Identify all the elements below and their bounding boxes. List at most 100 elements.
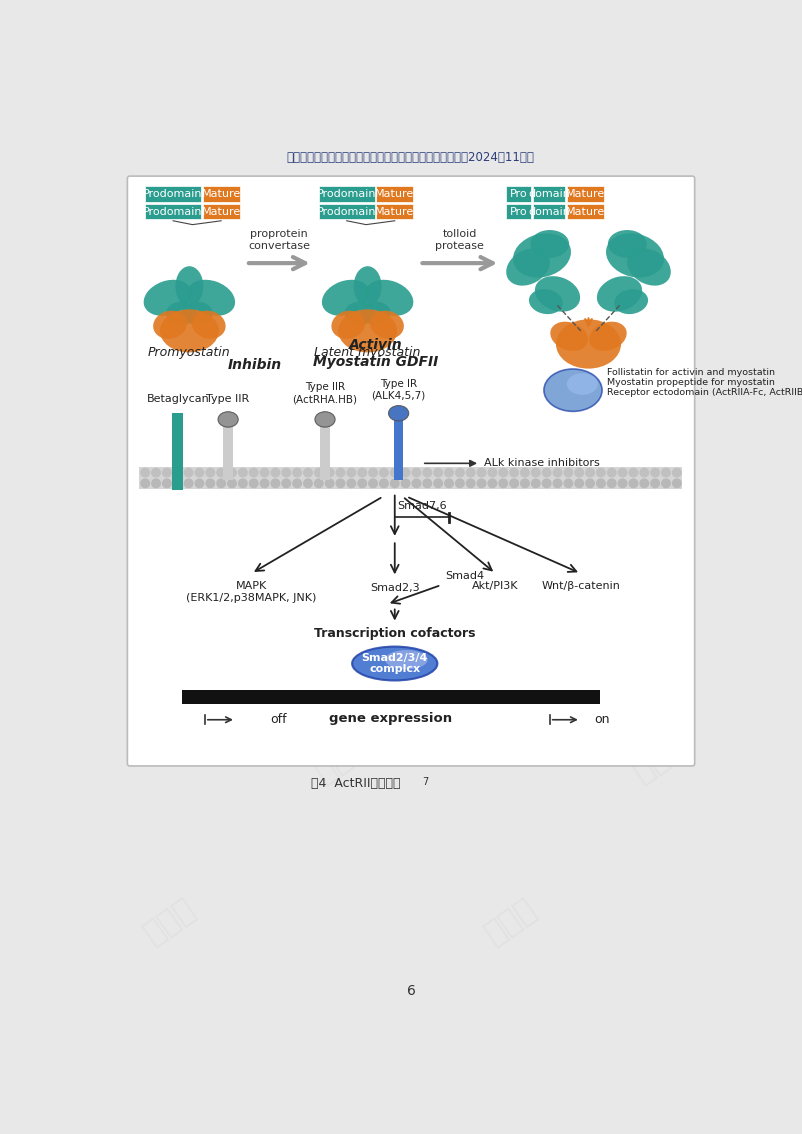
- Text: ALk kinase inhibitors: ALk kinase inhibitors: [484, 458, 600, 468]
- Circle shape: [488, 468, 496, 476]
- Text: 智慧芽: 智慧芽: [140, 339, 200, 395]
- Bar: [139, 467, 682, 489]
- Circle shape: [412, 468, 421, 476]
- FancyBboxPatch shape: [533, 204, 565, 219]
- Circle shape: [391, 479, 399, 488]
- FancyBboxPatch shape: [506, 204, 531, 219]
- Circle shape: [184, 479, 192, 488]
- Circle shape: [347, 468, 355, 476]
- Ellipse shape: [550, 322, 588, 350]
- Circle shape: [499, 468, 508, 476]
- Text: 智慧芽: 智慧芽: [480, 894, 541, 949]
- Ellipse shape: [388, 406, 409, 421]
- Circle shape: [184, 468, 192, 476]
- Circle shape: [358, 468, 367, 476]
- Text: Wnt/β-catenin: Wnt/β-catenin: [541, 581, 620, 591]
- Text: Betaglycan: Betaglycan: [147, 393, 209, 404]
- Circle shape: [228, 468, 237, 476]
- FancyBboxPatch shape: [145, 204, 201, 219]
- Circle shape: [618, 479, 627, 488]
- Ellipse shape: [181, 302, 213, 324]
- Ellipse shape: [344, 302, 375, 324]
- Circle shape: [607, 468, 616, 476]
- Text: 7: 7: [423, 778, 429, 787]
- Circle shape: [662, 479, 670, 488]
- Circle shape: [173, 468, 182, 476]
- Text: gene expression: gene expression: [330, 712, 452, 725]
- Circle shape: [597, 479, 606, 488]
- Circle shape: [379, 479, 388, 488]
- Ellipse shape: [166, 302, 197, 324]
- Circle shape: [314, 468, 323, 476]
- Circle shape: [673, 479, 681, 488]
- Text: domain: domain: [528, 189, 570, 198]
- Ellipse shape: [360, 302, 391, 324]
- Text: on: on: [595, 713, 610, 726]
- FancyBboxPatch shape: [567, 186, 604, 202]
- Circle shape: [499, 479, 508, 488]
- Text: Akt/PI3K: Akt/PI3K: [472, 581, 519, 591]
- Circle shape: [314, 479, 323, 488]
- Circle shape: [217, 468, 225, 476]
- Circle shape: [597, 468, 606, 476]
- Circle shape: [401, 468, 410, 476]
- Text: 图4  ActRII信号通路: 图4 ActRII信号通路: [311, 778, 401, 790]
- Circle shape: [640, 468, 649, 476]
- Ellipse shape: [322, 280, 370, 315]
- Ellipse shape: [506, 248, 550, 286]
- Circle shape: [520, 479, 529, 488]
- Text: Mature: Mature: [565, 189, 605, 198]
- Bar: [172, 413, 183, 490]
- Circle shape: [575, 479, 584, 488]
- Circle shape: [195, 468, 204, 476]
- Ellipse shape: [153, 311, 187, 339]
- Circle shape: [532, 468, 540, 476]
- Circle shape: [477, 468, 486, 476]
- Bar: [181, 691, 600, 704]
- Circle shape: [141, 468, 149, 476]
- Circle shape: [391, 468, 399, 476]
- Text: domain: domain: [528, 206, 570, 217]
- Circle shape: [467, 479, 475, 488]
- Ellipse shape: [365, 280, 413, 315]
- Circle shape: [206, 479, 215, 488]
- Ellipse shape: [371, 311, 404, 339]
- Circle shape: [618, 468, 627, 476]
- Circle shape: [304, 468, 312, 476]
- Ellipse shape: [160, 310, 219, 353]
- Text: Smad4: Smad4: [445, 572, 484, 581]
- Text: Promyostatin: Promyostatin: [148, 346, 231, 358]
- Text: proprotein
convertase: proprotein convertase: [249, 229, 310, 251]
- Circle shape: [434, 468, 443, 476]
- Text: Mature: Mature: [201, 189, 241, 198]
- Circle shape: [163, 468, 171, 476]
- Circle shape: [510, 468, 518, 476]
- Circle shape: [206, 468, 215, 476]
- Circle shape: [217, 479, 225, 488]
- Circle shape: [369, 479, 377, 488]
- FancyBboxPatch shape: [533, 186, 565, 202]
- Circle shape: [271, 479, 280, 488]
- Ellipse shape: [176, 266, 204, 306]
- Text: off: off: [270, 713, 287, 726]
- Text: Prodomain: Prodomain: [144, 189, 203, 198]
- Ellipse shape: [627, 248, 670, 286]
- Text: 智慧芽: 智慧芽: [480, 339, 541, 395]
- Circle shape: [238, 479, 247, 488]
- Ellipse shape: [567, 373, 597, 395]
- Circle shape: [607, 479, 616, 488]
- Ellipse shape: [608, 230, 646, 257]
- Circle shape: [630, 468, 638, 476]
- Circle shape: [542, 479, 551, 488]
- FancyBboxPatch shape: [319, 186, 375, 202]
- Circle shape: [326, 468, 334, 476]
- Text: Activin
Myostatin GDFII: Activin Myostatin GDFII: [313, 338, 438, 369]
- Circle shape: [358, 479, 367, 488]
- Ellipse shape: [530, 230, 569, 257]
- Circle shape: [282, 468, 290, 476]
- Text: 智慧芽: 智慧芽: [140, 632, 200, 687]
- Circle shape: [336, 468, 345, 476]
- Text: Type IIR: Type IIR: [206, 393, 249, 404]
- Circle shape: [445, 479, 453, 488]
- Circle shape: [564, 479, 573, 488]
